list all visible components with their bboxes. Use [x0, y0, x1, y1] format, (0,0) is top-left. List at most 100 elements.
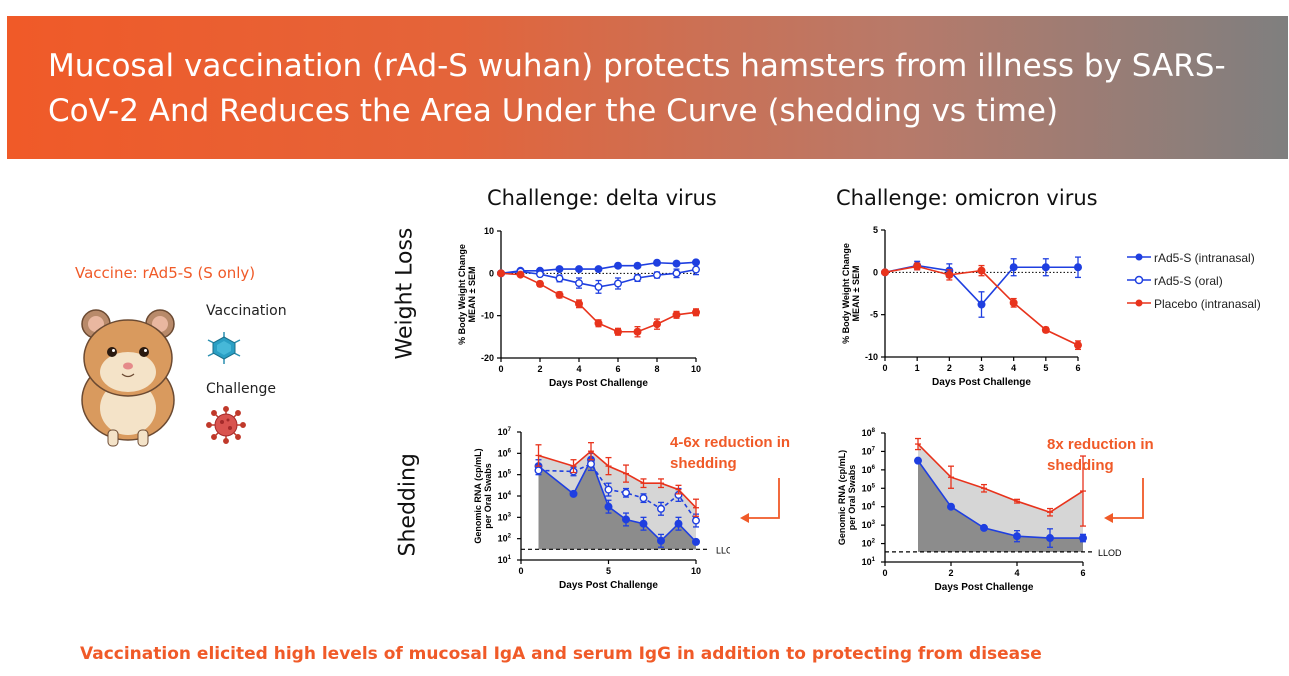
data-point — [535, 270, 544, 279]
x-tick-label: 2 — [947, 363, 952, 373]
data-point — [604, 485, 613, 494]
data-point — [691, 537, 700, 546]
x-tick-label: 4 — [576, 364, 581, 374]
omicron-weight-chart: 5 0 -5 -10 0 1 2 3 4 5 6 Days Post Challenge % Body … — [841, 225, 1082, 388]
data-point — [945, 270, 954, 279]
x-tick-label: 2 — [537, 364, 542, 374]
y-tick-label: 105 — [862, 483, 876, 493]
data-point — [652, 258, 661, 267]
y-tick-label: 104 — [498, 491, 512, 501]
vaccine-virus-icon — [207, 332, 241, 364]
data-point — [594, 265, 603, 274]
data-point — [1009, 263, 1018, 272]
data-point — [621, 488, 630, 497]
y-axis-label: % Body Weight Change — [457, 244, 467, 345]
data-point — [574, 299, 583, 308]
y-tick-label: 5 — [873, 225, 878, 235]
data-point — [652, 271, 661, 280]
x-tick-label: 6 — [615, 364, 620, 374]
y-tick-label: 102 — [862, 539, 876, 549]
y-tick-label: 0 — [873, 267, 878, 277]
data-point — [913, 262, 922, 271]
data-point — [555, 274, 564, 283]
x-tick-label: 0 — [882, 363, 887, 373]
llod-label: LLOD — [716, 545, 730, 555]
data-point — [613, 327, 622, 336]
y-axis-label: Genomic RNA (cp/mL) — [837, 450, 847, 545]
hamster-icon — [81, 309, 175, 447]
x-axis-label: Days Post Challenge — [935, 582, 1034, 593]
llod-label: LLOD — [1098, 548, 1122, 558]
delta-shedding-chart: 107 106 105 104 103 102 101 0 5 10 Days Post Chall… — [473, 427, 730, 591]
data-point — [594, 282, 603, 291]
y-tick-label: 103 — [862, 520, 876, 530]
data-point — [1041, 263, 1050, 272]
data-point — [555, 290, 564, 299]
y-tick-label: -10 — [865, 352, 878, 362]
data-point — [946, 502, 955, 511]
y-tick-label: 103 — [498, 512, 512, 522]
data-point — [672, 310, 681, 319]
data-point — [594, 319, 603, 328]
legend-marker-oral — [1127, 275, 1151, 285]
shedding-row-label: Shedding — [395, 453, 421, 557]
data-point — [979, 523, 988, 532]
data-point — [1078, 534, 1087, 543]
x-tick-label: 6 — [1075, 363, 1080, 373]
x-tick-label: 8 — [654, 364, 659, 374]
omicron-column-title: Challenge: omicron virus — [836, 186, 1098, 210]
omicron-reduction-arrow — [1104, 478, 1144, 523]
y-tick-label: 101 — [862, 557, 876, 567]
data-point — [586, 460, 595, 469]
data-point — [633, 261, 642, 270]
data-point — [639, 494, 648, 503]
series-line-1 — [538, 463, 697, 521]
x-tick-label: 0 — [498, 364, 503, 374]
data-point — [604, 502, 613, 511]
omicron-shedding-chart: 108 107 106 105 104 103 102 101 0 2 4 6 Days Post Ch… — [837, 428, 1122, 593]
data-point — [656, 504, 665, 513]
legend-label-intranasal: rAd5-S (intranasal) — [1154, 251, 1255, 265]
y-tick-label: 102 — [498, 534, 512, 544]
vaccine-label: Vaccine: rAd5-S (S only) — [75, 264, 256, 282]
y-axis-label-2: MEAN ± SEM — [467, 267, 477, 323]
y-tick-label: -5 — [870, 310, 878, 320]
y-tick-label: 106 — [498, 448, 512, 458]
coronavirus-icon — [206, 406, 246, 444]
x-tick-label: 5 — [1043, 363, 1048, 373]
y-tick-label: 108 — [862, 428, 876, 438]
y-tick-label: 0 — [489, 268, 494, 278]
data-point — [656, 536, 665, 545]
x-tick-label: 4 — [1011, 363, 1016, 373]
vaccination-label: Vaccination — [206, 303, 287, 319]
x-tick-label: 6 — [1080, 568, 1085, 578]
x-axis-label: Days Post Challenge — [549, 378, 648, 389]
data-point — [674, 519, 683, 528]
y-axis-label: Genomic RNA (cp/mL) — [473, 448, 483, 543]
challenge-label: Challenge — [206, 381, 276, 397]
weight-loss-row-label: Weight Loss — [392, 227, 418, 360]
page-title: Mucosal vaccination (rAd-S wuhan) protec… — [48, 48, 1226, 129]
data-point — [574, 279, 583, 288]
x-tick-label: 10 — [691, 566, 701, 576]
legend-label-oral: rAd5-S (oral) — [1154, 274, 1223, 288]
y-tick-label: 101 — [498, 555, 512, 565]
data-point — [621, 515, 630, 524]
data-point — [691, 308, 700, 317]
data-point — [535, 279, 544, 288]
data-point — [613, 279, 622, 288]
data-point — [534, 466, 543, 475]
y-tick-label: 106 — [862, 465, 876, 475]
x-tick-label: 2 — [948, 568, 953, 578]
y-axis-label-2: MEAN ± SEM — [851, 266, 861, 322]
delta-reduction-annotation: 4-6x reduction in shedding — [670, 434, 791, 472]
y-tick-label: 107 — [498, 427, 512, 437]
y-tick-label: 107 — [862, 446, 876, 456]
y-tick-label: -10 — [481, 311, 494, 321]
omicron-reduction-annotation: 8x reduction in shedding — [1047, 436, 1154, 474]
data-point — [691, 516, 700, 525]
data-point — [881, 268, 890, 277]
y-axis-label-2: per Oral Swabs — [483, 463, 493, 529]
data-point — [977, 300, 986, 309]
y-axis-label: % Body Weight Change — [841, 243, 851, 344]
